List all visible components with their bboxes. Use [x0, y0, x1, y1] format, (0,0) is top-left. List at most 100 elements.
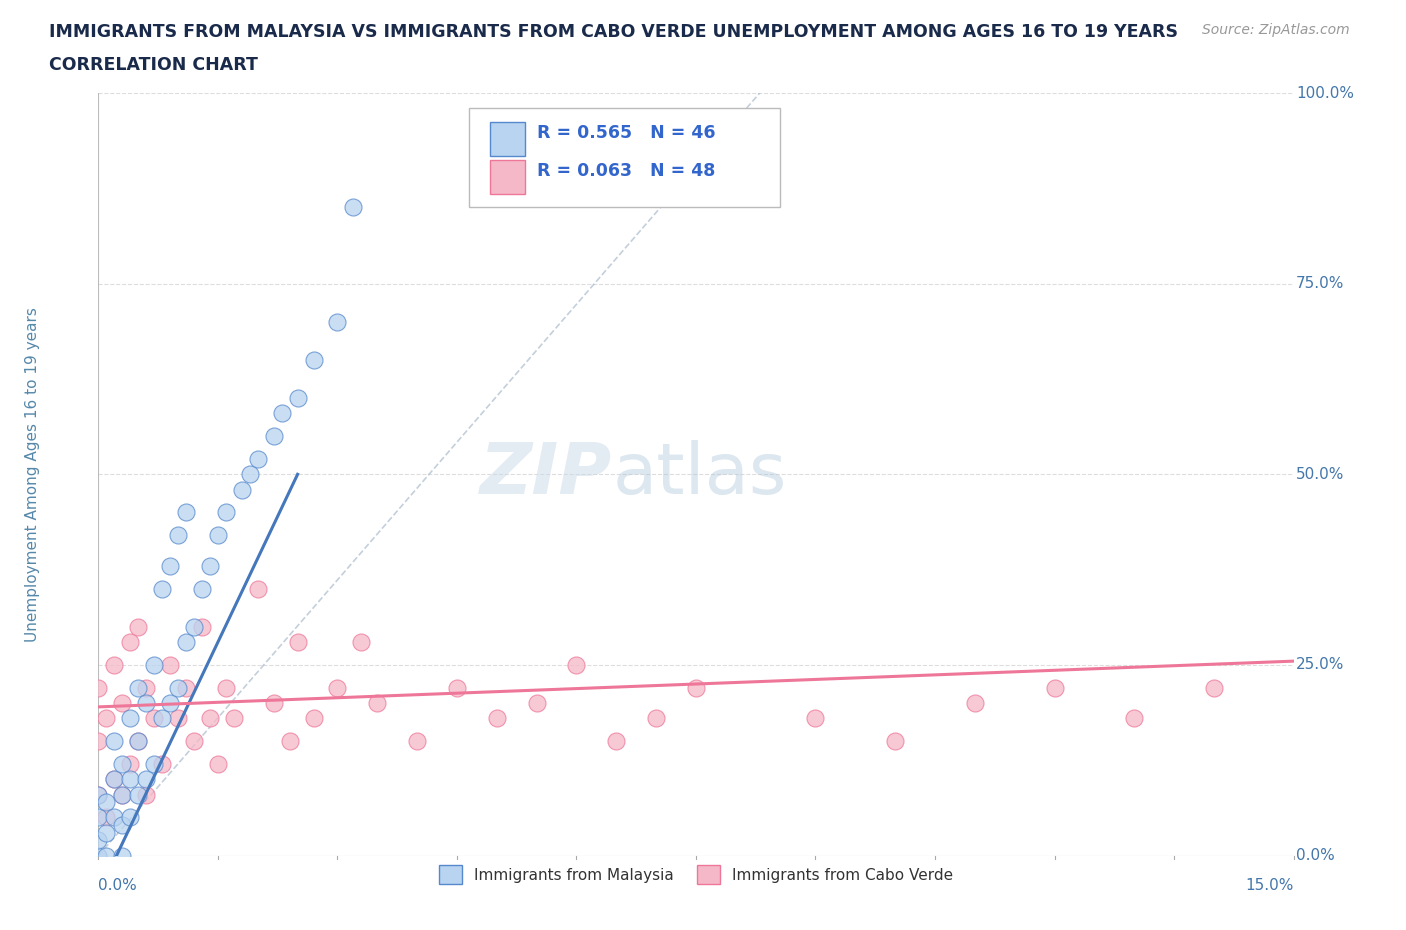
Text: IMMIGRANTS FROM MALAYSIA VS IMMIGRANTS FROM CABO VERDE UNEMPLOYMENT AMONG AGES 1: IMMIGRANTS FROM MALAYSIA VS IMMIGRANTS F… [49, 23, 1178, 41]
Point [159, 696, 181, 711]
Text: R = 0.063   N = 48: R = 0.063 N = 48 [537, 162, 716, 179]
Point [150, 711, 173, 725]
Point [120, 711, 142, 725]
Point [127, 787, 149, 802]
Point [1123, 711, 1146, 725]
Point [135, 681, 157, 696]
Point [120, 757, 142, 772]
Point [111, 848, 134, 863]
Text: 15.0%: 15.0% [1246, 879, 1294, 894]
Point [174, 634, 197, 649]
Point [159, 558, 181, 573]
Text: atlas: atlas [613, 440, 787, 509]
Point [87, 833, 110, 848]
Point [103, 772, 125, 787]
Point [111, 787, 134, 802]
Point [87, 734, 110, 749]
Point [183, 619, 205, 634]
Point [103, 772, 125, 787]
Point [96, 795, 118, 810]
Point [111, 817, 134, 832]
Point [103, 810, 125, 825]
Point [278, 734, 301, 749]
Point [111, 757, 134, 772]
Point [96, 711, 118, 725]
Point [191, 581, 214, 596]
Point [143, 757, 166, 772]
Text: Source: ZipAtlas.com: Source: ZipAtlas.com [1202, 23, 1350, 37]
Point [159, 658, 181, 672]
Point [263, 696, 285, 711]
Point [326, 314, 349, 329]
Point [207, 528, 229, 543]
Point [96, 825, 118, 840]
Text: 0.0%: 0.0% [98, 879, 138, 894]
Point [96, 848, 118, 863]
Point [167, 711, 190, 725]
Point [246, 452, 269, 467]
Point [565, 658, 588, 672]
Point [120, 772, 142, 787]
Point [526, 696, 548, 711]
Point [287, 634, 309, 649]
Point [87, 787, 110, 802]
FancyBboxPatch shape [491, 160, 524, 193]
Point [120, 810, 142, 825]
Point [263, 429, 285, 444]
Point [150, 757, 173, 772]
Point [127, 734, 149, 749]
Point [111, 696, 134, 711]
Point [1043, 681, 1066, 696]
Point [884, 734, 907, 749]
Point [246, 581, 269, 596]
Point [174, 681, 197, 696]
Text: 75.0%: 75.0% [1296, 276, 1344, 291]
Point [287, 391, 309, 405]
Text: 100.0%: 100.0% [1296, 86, 1354, 100]
Point [135, 696, 157, 711]
Text: 0.0%: 0.0% [1296, 848, 1334, 863]
Text: ZIP: ZIP [479, 440, 613, 509]
Point [485, 711, 508, 725]
Text: Unemployment Among Ages 16 to 19 years: Unemployment Among Ages 16 to 19 years [25, 307, 41, 642]
Point [198, 558, 221, 573]
Point [183, 734, 205, 749]
FancyBboxPatch shape [491, 122, 524, 155]
Point [143, 658, 166, 672]
Point [231, 482, 253, 497]
Point [239, 467, 262, 482]
Point [120, 634, 142, 649]
Text: R = 0.565   N = 46: R = 0.565 N = 46 [537, 124, 716, 141]
Point [143, 711, 166, 725]
Point [87, 681, 110, 696]
Point [446, 681, 468, 696]
Point [111, 787, 134, 802]
Point [350, 634, 373, 649]
Point [270, 405, 292, 420]
Point [326, 681, 349, 696]
Point [342, 200, 364, 215]
Point [215, 505, 238, 520]
Point [222, 711, 245, 725]
Point [167, 528, 190, 543]
Point [366, 696, 388, 711]
Point [135, 772, 157, 787]
Point [174, 505, 197, 520]
Point [191, 619, 214, 634]
Point [804, 711, 827, 725]
Point [215, 681, 238, 696]
Point [685, 681, 707, 696]
Point [198, 711, 221, 725]
FancyBboxPatch shape [470, 108, 780, 207]
Point [87, 848, 110, 863]
Point [87, 787, 110, 802]
Point [135, 787, 157, 802]
Point [103, 658, 125, 672]
Point [150, 581, 173, 596]
Point [127, 734, 149, 749]
Point [302, 352, 325, 367]
Point [167, 681, 190, 696]
Point [406, 734, 429, 749]
Point [127, 681, 149, 696]
Point [605, 734, 627, 749]
